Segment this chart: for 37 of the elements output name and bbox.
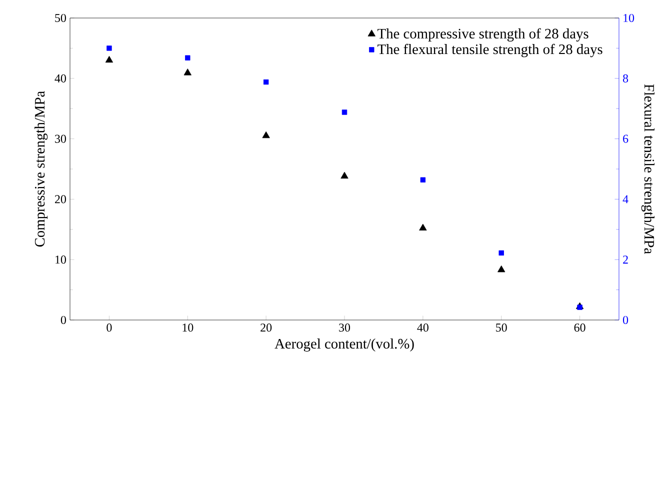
y-tick-label: 50: [55, 14, 66, 22]
x-tick-label: 50: [496, 324, 507, 332]
y-axis-title: Compressive strength/MPa: [34, 91, 48, 247]
point: [420, 177, 426, 182]
y2-tick-label: 4: [622, 195, 628, 204]
y2-tick-label: 2: [623, 256, 628, 264]
point: [105, 56, 114, 63]
point: [263, 79, 269, 85]
x-tick-label: 20: [260, 324, 272, 332]
y-tick-label: 10: [56, 256, 66, 264]
y2-tick-label: 8: [622, 74, 628, 82]
y-tick-label: 40: [54, 74, 66, 82]
point: [185, 55, 190, 60]
y-tick-label: 30: [55, 134, 66, 143]
x-tick-label: 60: [574, 324, 586, 332]
legend-label: The compressive strength of 28 days: [378, 28, 588, 42]
x-tick-label: 40: [417, 324, 428, 332]
y2-tick-label: 10: [624, 14, 634, 22]
point: [106, 46, 112, 51]
y2-axis-title: Flexural tensile strength/MPa: [641, 84, 654, 254]
point: [577, 304, 582, 310]
x-tick-label: 10: [182, 324, 194, 332]
y-tick-label: 20: [55, 195, 66, 204]
y2-tick-label: 6: [623, 134, 628, 143]
point: [262, 131, 270, 138]
y2-tick-label: 0: [622, 316, 628, 324]
x-tick-label: 0: [106, 324, 112, 332]
point: [184, 68, 192, 76]
x-tick-label: 30: [339, 324, 350, 332]
point: [498, 265, 506, 272]
legend-label: The flexural tensile strength of 28 days: [378, 44, 602, 58]
y-tick-label: 0: [60, 316, 66, 324]
point: [419, 224, 427, 230]
point: [340, 172, 348, 179]
point: [498, 250, 504, 256]
point: [342, 110, 348, 115]
x-axis-title: Aerogel content/(vol.%): [274, 338, 414, 352]
